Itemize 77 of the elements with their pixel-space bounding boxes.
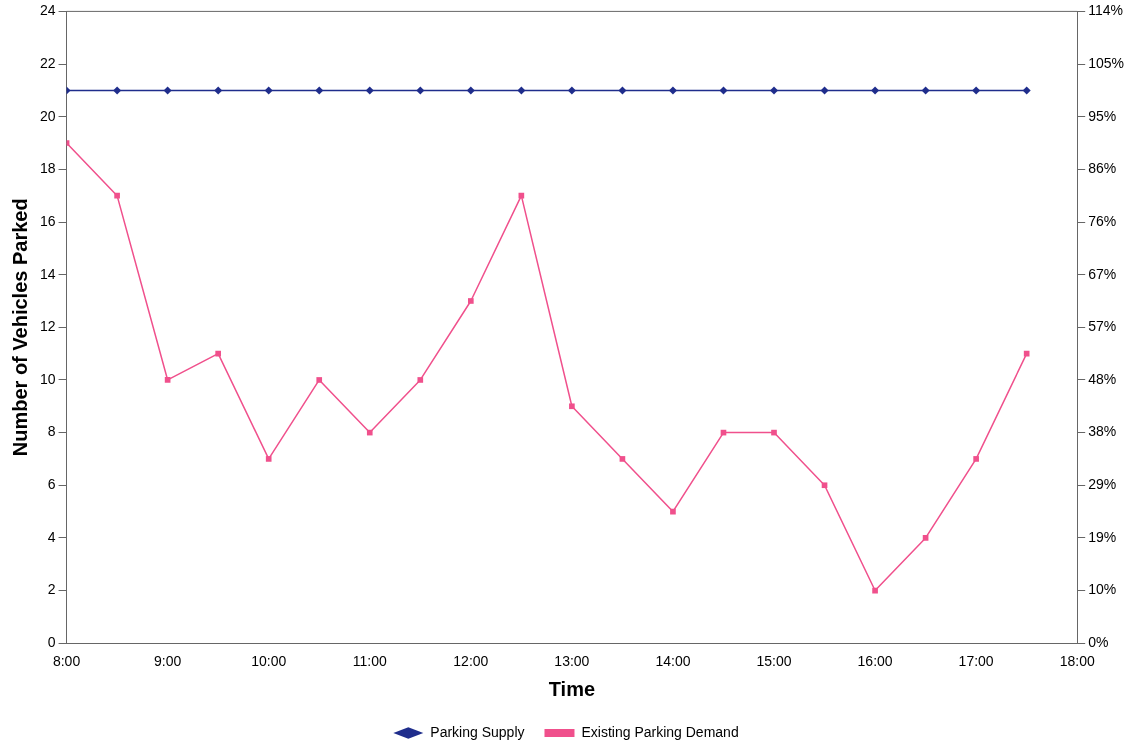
point [618, 86, 627, 95]
point [820, 86, 829, 95]
point [872, 587, 878, 594]
point [518, 192, 525, 199]
x-tick-label: 16:00 [857, 653, 893, 670]
y2-tick-label: 38% [1088, 423, 1117, 440]
point [416, 86, 425, 95]
point [771, 429, 777, 436]
y2-tick-label: 95% [1088, 107, 1117, 124]
y2-tick-label: 48% [1088, 370, 1117, 387]
point [719, 86, 728, 95]
point [265, 456, 272, 462]
legend-label: Existing Parking Demand [581, 723, 739, 740]
point [567, 86, 576, 95]
point [366, 429, 373, 436]
y-tick-label: 0 [47, 634, 56, 651]
y2-tick-label: 114% [1088, 2, 1123, 19]
point [264, 86, 273, 95]
x-tick-label: 14:00 [655, 653, 691, 670]
x-tick-label: 15:00 [756, 653, 792, 670]
x-tick-label: 18:00 [1059, 653, 1095, 670]
x-tick-label: 17:00 [958, 653, 994, 670]
point [315, 86, 324, 95]
y2-tick-label: 29% [1088, 476, 1117, 493]
y2-tick-label: 0% [1088, 634, 1109, 651]
y2-tick-label: 57% [1088, 318, 1117, 335]
point [972, 86, 981, 95]
y-tick-label: 12 [39, 318, 56, 335]
y2-tick-label: 86% [1088, 160, 1117, 177]
y2-tick-label: 67% [1088, 265, 1117, 282]
y-tick-label: 24 [39, 2, 56, 19]
point [517, 86, 526, 95]
y-tick-label: 18 [39, 160, 56, 177]
x-tick-label: 8:00 [52, 653, 81, 670]
y-tick-label: 4 [47, 528, 56, 545]
point [921, 86, 930, 95]
y2-tick-label: 105% [1088, 54, 1125, 71]
point [973, 456, 979, 462]
y-tick-label: 20 [39, 107, 56, 124]
point [114, 192, 120, 199]
y-tick-label: 22 [39, 54, 56, 71]
point [871, 86, 880, 95]
point [316, 377, 323, 383]
point [922, 535, 929, 541]
point [365, 86, 374, 95]
x-tick-label: 12:00 [453, 653, 489, 670]
x-tick-label: 11:00 [352, 653, 387, 670]
y-tick-label: 16 [39, 212, 56, 229]
y-tick-label: 10 [39, 370, 56, 387]
point [215, 350, 221, 357]
point [113, 86, 122, 95]
x-tick-label: 10:00 [251, 653, 287, 670]
point [467, 298, 474, 304]
point [668, 86, 677, 95]
point [1022, 86, 1031, 95]
point [417, 377, 424, 383]
point [569, 403, 575, 410]
legend-label: Parking Supply [430, 723, 525, 740]
x-tick-label: 13:00 [554, 653, 590, 670]
x-axis-title: Time [548, 677, 596, 700]
y-tick-label: 2 [47, 581, 56, 598]
point [670, 508, 676, 515]
point [163, 86, 172, 95]
point [466, 86, 475, 95]
y2-tick-label: 19% [1088, 528, 1117, 545]
point [770, 86, 779, 95]
y-tick-label: 14 [39, 265, 56, 282]
point [619, 456, 626, 462]
y-axis-title: Number of Vehicles Parked [8, 198, 31, 457]
x-tick-label: 9:00 [154, 653, 182, 670]
point [214, 86, 223, 95]
y2-tick-label: 10% [1088, 581, 1117, 598]
y2-tick-label: 76% [1088, 212, 1117, 229]
y-tick-label: 8 [47, 423, 56, 440]
point [164, 377, 171, 383]
y-tick-label: 6 [47, 476, 56, 493]
point [821, 482, 828, 489]
